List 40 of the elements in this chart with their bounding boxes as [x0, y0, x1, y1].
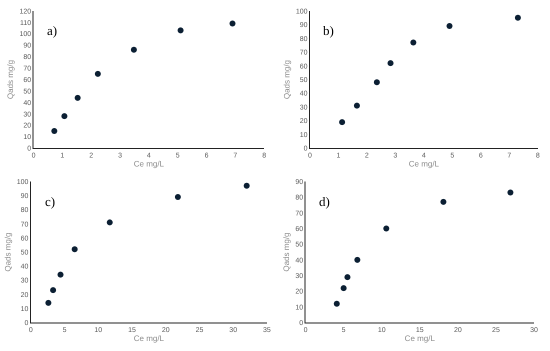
point — [344, 274, 350, 280]
x-axis-title: Ce mg/L — [134, 334, 165, 344]
y-axis-title: Qads mg/g — [3, 232, 12, 272]
point — [507, 190, 514, 196]
x-axis-title: Ce mg/L — [134, 160, 165, 169]
point — [388, 60, 394, 66]
point — [339, 119, 346, 126]
point — [440, 198, 446, 205]
point — [354, 102, 360, 109]
point — [106, 219, 113, 226]
x-axis-title: Ce mg/L — [408, 160, 440, 169]
point — [45, 300, 52, 306]
x-axis-title: Ce mg/L — [404, 334, 436, 344]
point — [174, 194, 181, 200]
point — [50, 287, 56, 294]
annotation: d) — [319, 194, 330, 209]
point — [410, 39, 416, 46]
point — [354, 256, 360, 263]
y-axis-title: Qads mg/g — [6, 60, 16, 100]
point — [58, 272, 64, 278]
point — [94, 70, 101, 77]
point — [340, 285, 347, 292]
point — [74, 94, 81, 101]
y-axis-title: Qads mg/g — [282, 232, 292, 272]
point — [61, 113, 68, 120]
annotation: c) — [45, 194, 56, 209]
annotation: a) — [47, 23, 58, 38]
point — [51, 128, 58, 134]
point — [374, 79, 380, 86]
point — [178, 27, 184, 34]
point — [229, 20, 236, 26]
point — [244, 182, 250, 189]
annotation: b) — [323, 23, 334, 38]
y-axis-title: Qads mg/g — [282, 60, 292, 100]
point — [130, 46, 137, 53]
point — [514, 14, 521, 21]
point — [334, 300, 340, 307]
point — [72, 246, 78, 252]
point — [383, 226, 390, 232]
point — [446, 23, 453, 30]
